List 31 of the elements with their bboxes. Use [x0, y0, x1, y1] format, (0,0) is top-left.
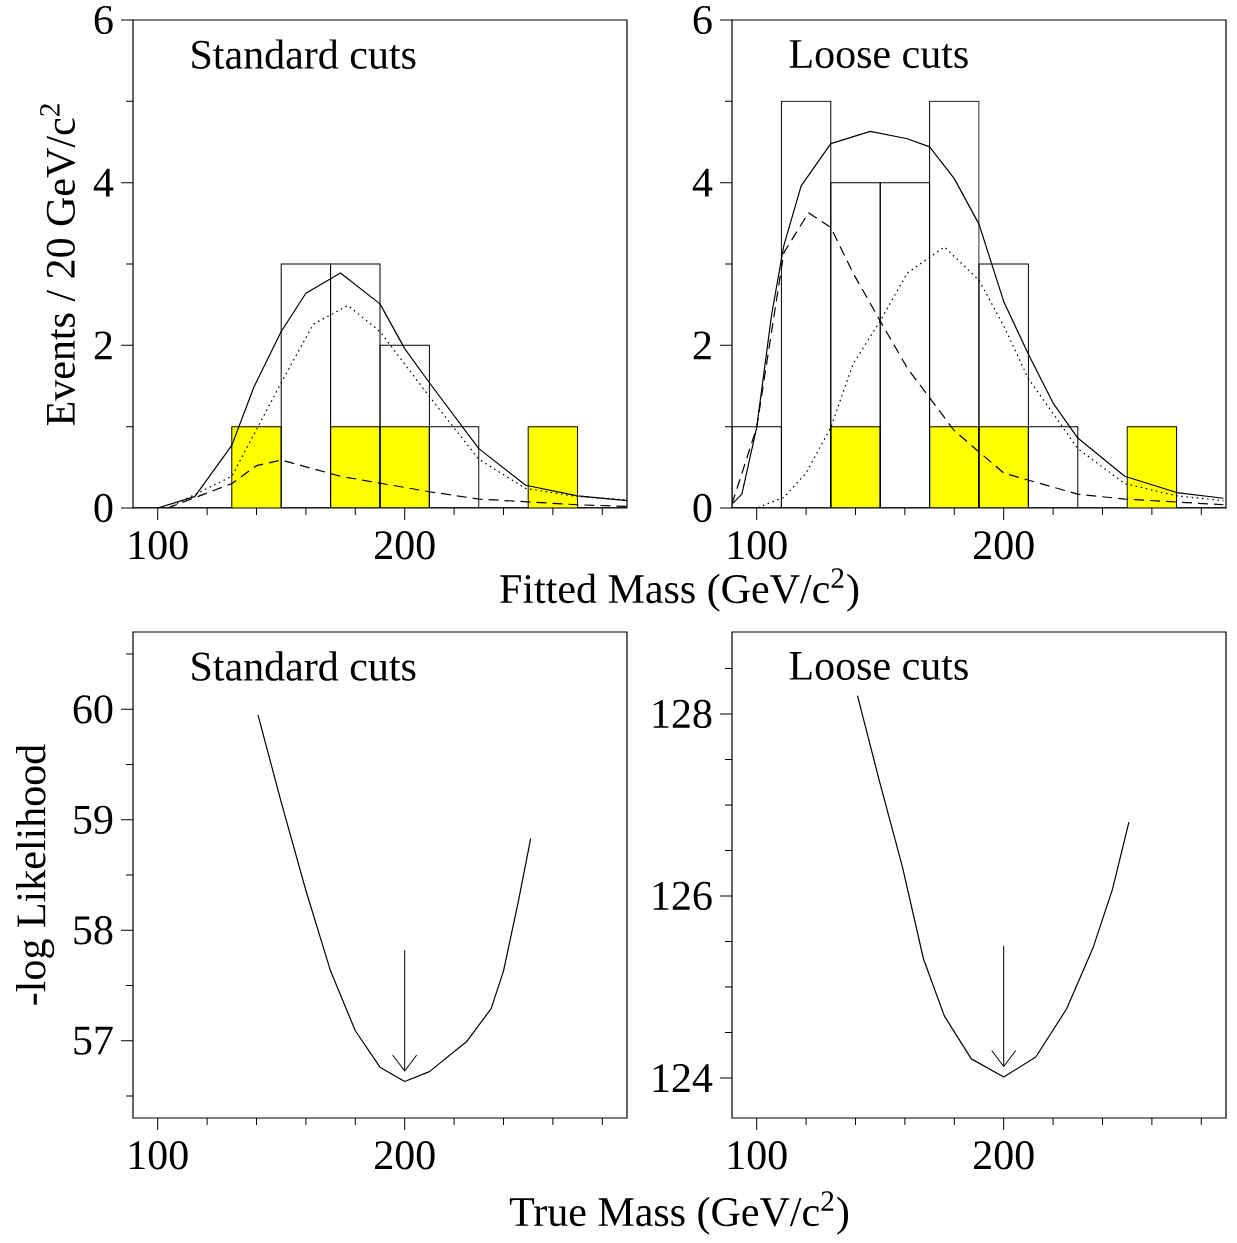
y-tick-label: 6: [693, 5, 712, 35]
y-tick-label: 0: [693, 493, 712, 523]
y-tick-label: 60: [73, 695, 113, 724]
y-tick-label: 124: [653, 1064, 713, 1092]
x-axis-title: Fitted Mass (GeV/c$^{2}$): [500, 568, 859, 612]
y-tick-label: 4: [93, 168, 114, 197]
y-tick-label: 0: [94, 493, 113, 523]
x-tick-label: 200: [974, 1141, 1034, 1170]
y-tick-label: 2: [94, 331, 112, 360]
y-tick-label: 57: [74, 1026, 113, 1055]
chart-title: Loose cuts: [789, 652, 968, 680]
y-axis-title: Events / 20 GeV/c$^{2}$: [40, 104, 76, 426]
chart-title: Loose cuts: [789, 40, 968, 69]
y-tick-label: 128: [653, 699, 712, 729]
y-tick-label: 4: [692, 168, 713, 197]
x-axis-title: True Mass (GeV/c$^{2}$): [509, 1191, 849, 1235]
y-axis-title: -log Likelihood: [16, 744, 55, 1005]
x-tick-label: 200: [375, 1141, 435, 1170]
x-tick-label: 100: [728, 531, 787, 560]
x-tick-label: 200: [974, 531, 1034, 560]
y-tick-label: 59: [74, 805, 113, 834]
y-tick-label: 6: [94, 5, 113, 35]
y-tick-label: 2: [693, 331, 711, 360]
x-tick-label: 200: [375, 531, 435, 560]
x-tick-label: 100: [728, 1141, 787, 1170]
chart-title: Standard cuts: [192, 39, 416, 69]
x-tick-label: 100: [129, 1141, 188, 1170]
y-tick-label: 58: [74, 916, 113, 945]
x-tick-label: 100: [129, 531, 188, 560]
y-tick-label: 126: [653, 881, 712, 911]
chart-title: Standard cuts: [192, 651, 416, 681]
